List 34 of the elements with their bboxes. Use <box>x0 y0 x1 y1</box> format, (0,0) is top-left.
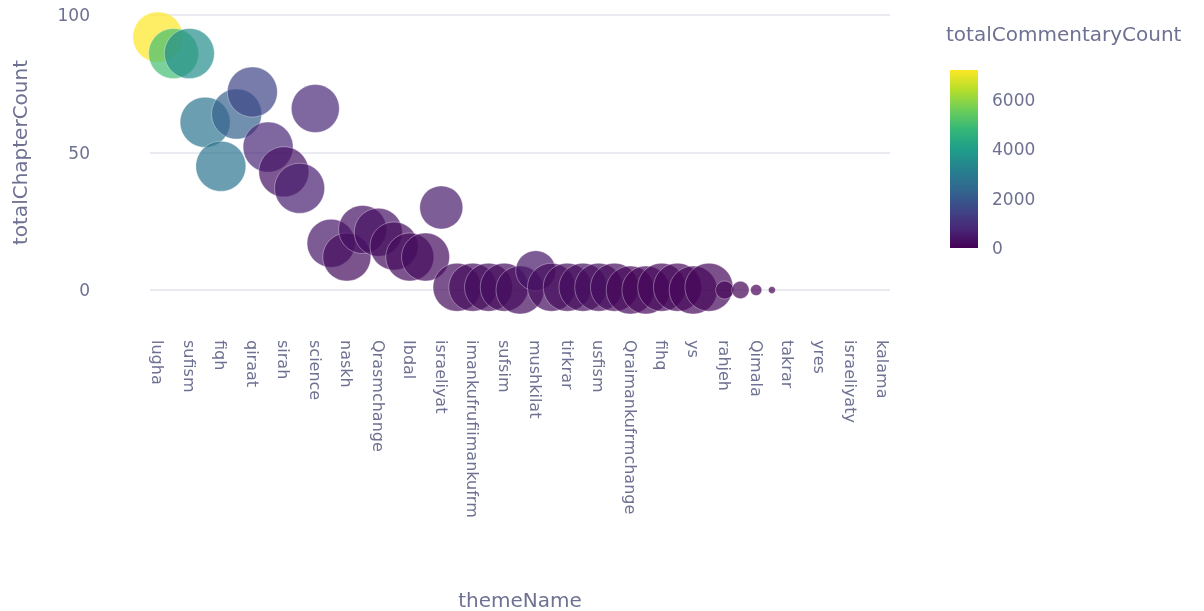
x-tick-label: Qimala <box>746 340 766 397</box>
x-tick-label: imankufrufiimankufrm <box>463 340 483 518</box>
x-tick-label: Qrasmchange <box>368 340 388 452</box>
x-tick-label: ys <box>683 340 703 358</box>
y-tick-label: 0 <box>79 280 90 300</box>
y-tick-label: 50 <box>68 142 90 163</box>
x-tick-label: lugha <box>148 340 168 385</box>
x-tick-label: fiqh <box>211 340 231 371</box>
x-tick-label: Qraimankufrmchange <box>620 340 640 515</box>
x-tick-label: science <box>305 340 325 401</box>
x-axis-title: themeName <box>458 588 582 611</box>
color-bar-label: 2000 <box>992 188 1036 209</box>
x-tick-label: israeliyat <box>431 340 451 414</box>
x-tick-label: sufsim <box>494 340 514 393</box>
y-axis-title: totalChapterCount <box>8 59 32 246</box>
x-tick-label: mushkilat <box>526 340 546 419</box>
x-tick-label: sufism <box>179 340 199 393</box>
color-bar-label: 0 <box>992 238 1003 258</box>
x-tick-label: yres <box>809 340 829 374</box>
color-bar-label: 4000 <box>992 139 1036 160</box>
x-tick-label: israeliyaty <box>841 340 861 423</box>
x-tick-label: sirah <box>274 340 294 380</box>
x-tick-label: kalama <box>872 340 892 399</box>
x-tick-label: Ibdal <box>400 340 420 380</box>
y-tick-label: 100 <box>57 5 90 25</box>
x-tick-label: naskh <box>337 340 357 388</box>
x-tick-label: rahjeh <box>715 340 735 391</box>
color-bar-label: 6000 <box>992 89 1036 110</box>
x-tick-label: tirkrar <box>557 340 577 390</box>
x-tick-label: fihq <box>652 340 672 371</box>
x-tick-label: takrar <box>778 340 798 389</box>
color-bar-title: totalCommentaryCount <box>946 22 1182 46</box>
x-tick-label: usfism <box>589 340 609 393</box>
x-tick-label: qiraat <box>242 340 262 388</box>
